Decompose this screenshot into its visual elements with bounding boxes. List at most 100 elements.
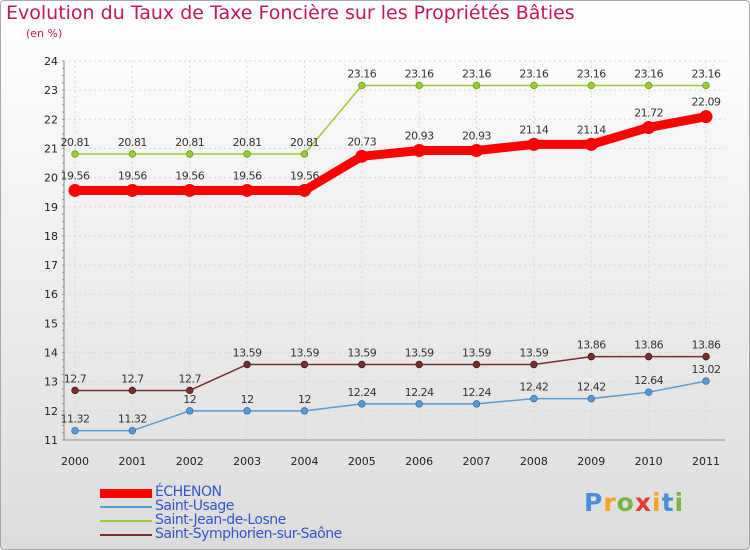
data-label-saint-symphorien: 13.59 — [405, 346, 434, 359]
series-layer — [68, 81, 713, 435]
data-label-saint-symphorien: 12.7 — [178, 372, 201, 385]
legend-swatch-echenon — [100, 489, 152, 498]
data-label-saint-usage: 11.32 — [118, 413, 147, 426]
data-point-saint-symphorien — [300, 360, 309, 369]
data-point-echenon — [642, 120, 656, 134]
y-tick-label: 18 — [44, 230, 58, 243]
data-label-saint-jean: 20.81 — [175, 136, 204, 149]
y-tick-label: 15 — [44, 317, 58, 330]
data-point-saint-symphorien — [358, 360, 366, 369]
data-point-saint-symphorien — [530, 360, 538, 369]
data-label-echenon: 20.93 — [405, 130, 434, 143]
data-label-saint-usage: 12.24 — [347, 386, 376, 399]
data-point-saint-jean — [71, 150, 79, 158]
data-label-echenon: 22.09 — [692, 96, 721, 109]
data-label-saint-usage: 12.42 — [577, 381, 606, 394]
grid-layer — [64, 60, 725, 441]
data-point-saint-symphorien — [128, 386, 137, 395]
data-label-saint-jean: 20.81 — [61, 136, 90, 149]
data-point-saint-usage — [472, 400, 481, 408]
data-label-echenon: 19.56 — [290, 169, 319, 182]
data-label-saint-symphorien: 12.7 — [121, 372, 144, 385]
data-point-saint-jean — [644, 81, 653, 90]
chart-title: Evolution du Taux de Taxe Foncière sur l… — [6, 2, 575, 24]
data-label-saint-symphorien: 13.59 — [233, 346, 262, 359]
data-point-saint-usage — [587, 394, 595, 403]
data-point-saint-usage — [128, 426, 137, 435]
y-tick-label: 20 — [44, 172, 58, 185]
data-point-echenon — [355, 149, 369, 163]
data-point-saint-jean — [358, 81, 366, 90]
y-tick-label: 11 — [44, 434, 58, 447]
data-point-echenon — [183, 183, 197, 197]
data-point-saint-symphorien — [71, 386, 79, 395]
data-point-saint-symphorien — [472, 360, 481, 369]
x-tick-label: 2008 — [520, 455, 548, 468]
legend-swatch-saint-symphorien — [100, 534, 152, 536]
x-tick-label: 2005 — [348, 455, 376, 468]
data-label-echenon: 21.14 — [519, 123, 548, 136]
data-point-echenon — [699, 110, 713, 124]
data-point-saint-jean — [587, 81, 595, 90]
data-point-saint-usage — [702, 377, 710, 385]
y-tick-label: 14 — [44, 347, 58, 360]
data-point-saint-jean — [472, 81, 481, 90]
data-point-saint-usage — [358, 400, 366, 408]
data-label-saint-jean: 20.81 — [233, 136, 262, 149]
data-label-saint-usage: 12.64 — [634, 374, 663, 387]
data-point-saint-jean — [300, 150, 309, 158]
data-label-saint-jean: 23.16 — [692, 67, 721, 80]
brand-logo: Proxiti — [584, 488, 685, 517]
legend-label-saint-usage: Saint-Usage — [155, 498, 234, 514]
data-label-saint-jean: 23.16 — [405, 67, 434, 80]
y-tick-label: 23 — [44, 84, 58, 97]
legend-label-echenon: ÉCHENON — [155, 484, 222, 500]
data-label-saint-symphorien: 12.7 — [64, 372, 87, 385]
legend-label-saint-jean: Saint-Jean-de-Losne — [155, 512, 286, 528]
legend-label-saint-symphorien: Saint-Symphorien-sur-Saône — [155, 526, 342, 542]
x-tick-label: 2011 — [692, 455, 720, 468]
data-point-echenon — [584, 137, 598, 151]
x-tick-label: 2007 — [463, 455, 491, 468]
legend-swatch-saint-usage — [100, 506, 152, 508]
data-point-saint-usage — [644, 388, 653, 396]
data-point-saint-usage — [530, 394, 538, 403]
legend-swatch-saint-jean — [100, 520, 152, 522]
y-tick-label: 16 — [44, 288, 58, 301]
data-label-echenon: 21.14 — [577, 123, 606, 136]
data-point-saint-symphorien — [415, 360, 423, 369]
data-label-saint-jean: 23.16 — [634, 67, 663, 80]
data-point-echenon — [470, 144, 484, 158]
series-line-saint-symphorien — [75, 355, 706, 392]
x-tick-label: 2001 — [118, 455, 146, 468]
data-point-echenon — [68, 183, 82, 197]
data-point-saint-usage — [415, 400, 423, 408]
data-label-layer: 20.81 20.81 20.81 20.81 20.81 23.16 23.16 23.16… — [61, 67, 722, 426]
data-point-saint-symphorien — [702, 352, 710, 361]
data-point-saint-usage — [243, 407, 251, 415]
line-chart: 11 12 13 14 15 16 17 18 19 20 21 22 23 24 2000 2001 2002… — [44, 55, 725, 468]
data-label-saint-symphorien: 13.86 — [692, 339, 721, 352]
data-point-echenon — [412, 144, 426, 158]
data-label-saint-usage: 12.24 — [405, 386, 434, 399]
data-point-saint-usage — [186, 407, 194, 415]
data-label-saint-usage: 13.02 — [692, 363, 721, 376]
data-point-saint-symphorien — [186, 386, 194, 395]
y-tick-label: 21 — [44, 142, 58, 155]
data-label-saint-usage: 11.32 — [61, 413, 90, 426]
data-label-saint-usage: 12.42 — [519, 381, 548, 394]
data-label-echenon: 21.72 — [634, 106, 663, 119]
axis-layer: 11 12 13 14 15 16 17 18 19 20 21 22 23 24 2000 2001 2002… — [44, 55, 725, 468]
data-point-saint-jean — [702, 81, 710, 90]
data-label-saint-symphorien: 13.59 — [519, 346, 548, 359]
data-point-saint-symphorien — [587, 352, 595, 361]
data-label-echenon: 19.56 — [61, 169, 90, 182]
data-label-saint-jean: 23.16 — [347, 67, 376, 80]
data-label-saint-jean: 23.16 — [519, 67, 548, 80]
data-point-saint-jean — [128, 150, 137, 158]
data-label-echenon: 19.56 — [175, 169, 204, 182]
x-tick-label: 2010 — [635, 455, 663, 468]
data-point-saint-symphorien — [243, 360, 251, 369]
data-label-saint-usage: 12 — [183, 393, 196, 406]
